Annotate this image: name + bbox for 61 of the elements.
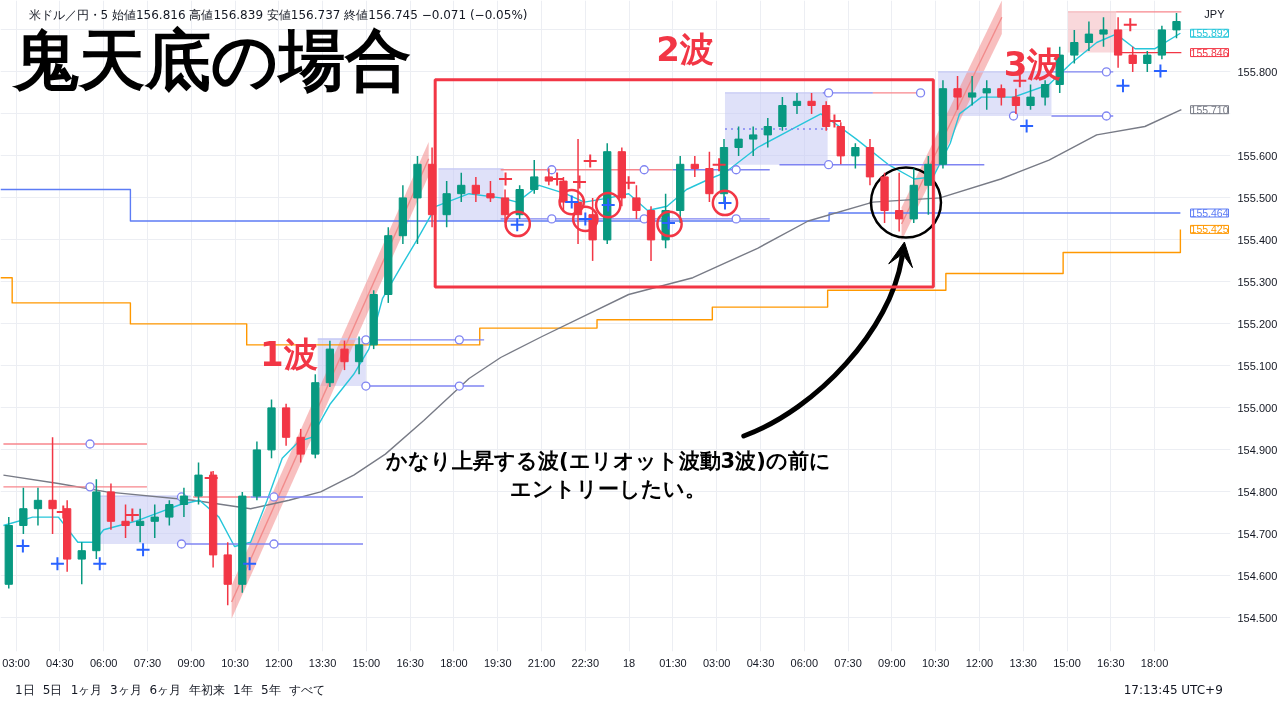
text: 年初来	[188, 682, 225, 697]
x-tick-label: 22:30	[571, 656, 600, 669]
y-tick-label: 154.800	[1237, 485, 1278, 498]
text: 1ヶ月	[70, 682, 103, 697]
annotation: 1波	[260, 333, 318, 374]
x-tick-label: 01:30	[659, 656, 687, 669]
y-tick-label: 155.600	[1237, 149, 1278, 162]
x-tick-label: 12:00	[265, 656, 293, 669]
data-label: 155.892	[1190, 27, 1229, 40]
x-tick-label: 15:00	[1053, 656, 1081, 669]
y-tick-label: 155.400	[1237, 233, 1278, 246]
text: 3ヶ月	[110, 682, 142, 697]
y-tick-label: 154.500	[1237, 611, 1278, 624]
data-label: 155.425	[1190, 223, 1229, 236]
y-tick-label: 155.200	[1237, 317, 1278, 330]
text: 1年	[233, 682, 253, 697]
text: 米ドル／円・5 始値156.816 高値156.839 安値156.737 終値156.745 −0.071 (−0.05%)	[28, 7, 528, 22]
x-tick-label: 07:30	[133, 656, 162, 669]
text: 1日	[14, 682, 35, 697]
y-tick-label: 154.700	[1237, 527, 1278, 540]
text: 6ヶ月	[149, 682, 182, 697]
data-label: 155.464	[1190, 207, 1229, 220]
x-tick-label: 18:00	[440, 656, 468, 669]
text: すべて	[288, 682, 325, 697]
text: 5年	[260, 682, 281, 697]
x-tick-label: 10:30	[221, 656, 249, 669]
x-tick-label: 21:00	[527, 656, 556, 669]
y-tick-label: 155.500	[1237, 191, 1278, 204]
x-tick-label: 12:00	[965, 656, 994, 669]
x-tick-label: 16:30	[396, 656, 424, 669]
x-tick-label: 06:00	[790, 656, 819, 669]
x-tick-label: 09:00	[177, 656, 205, 669]
y-axis-title: JPY	[1204, 7, 1226, 20]
x-tick-label: 13:30	[1009, 656, 1037, 669]
x-tick-label: 18	[623, 656, 636, 669]
x-tick-label: 03:00	[702, 656, 731, 669]
x-tick-label: 09:00	[878, 656, 906, 669]
x-tick-label: 16:30	[1097, 656, 1125, 669]
y-tick-label: 155.300	[1237, 275, 1278, 288]
data-label: 155.710	[1190, 103, 1229, 116]
y-tick-label: 155.100	[1237, 359, 1278, 372]
x-tick-label: 19:30	[483, 656, 512, 669]
x-tick-label: 13:30	[308, 656, 337, 669]
x-tick-label: 06:00	[89, 656, 118, 669]
x-tick-label: 04:30	[46, 656, 74, 669]
y-tick-label: 154.600	[1237, 569, 1278, 582]
text: 5日	[42, 682, 63, 697]
x-tick-label: 07:30	[834, 656, 862, 669]
x-tick-label: 03:00	[2, 656, 30, 669]
chart-title: 鬼天底の場合	[10, 22, 411, 99]
annotation: 2波	[656, 28, 714, 69]
y-tick-label: 155.000	[1237, 401, 1278, 414]
y-tick-label: 155.800	[1237, 65, 1278, 78]
x-tick-label: 15:00	[352, 656, 381, 669]
x-tick-label: 10:30	[921, 656, 950, 669]
text: 17:13:45 UTC+9	[1123, 682, 1223, 697]
x-tick-label: 04:30	[746, 656, 775, 669]
y-tick-label: 154.900	[1237, 443, 1278, 456]
annotation: かなり上昇する波(エリオット波動3波)の前にエントリーしたい。	[384, 448, 831, 502]
x-tick-label: 18:00	[1140, 656, 1169, 669]
data-label: 155.846	[1190, 46, 1229, 59]
